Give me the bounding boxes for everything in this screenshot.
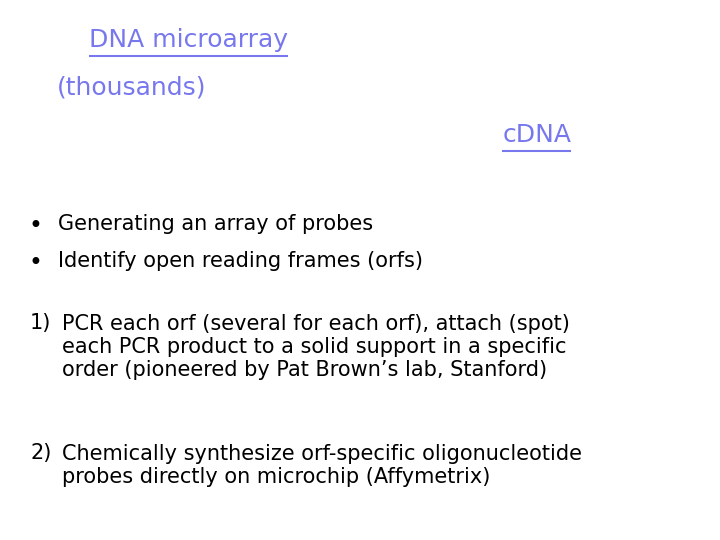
Text: •: • xyxy=(28,213,42,238)
Text: pair) with labelled mRNA or cDNA: pair) with labelled mRNA or cDNA xyxy=(149,123,571,147)
Text: 1): 1) xyxy=(30,314,51,334)
Text: 2): 2) xyxy=(30,443,51,463)
Text: cDNA: cDNA xyxy=(502,123,571,147)
Text: Generating an array of probes: Generating an array of probes xyxy=(58,213,373,233)
Text: DNA microarray: DNA microarray xyxy=(89,29,288,52)
Text: Chemically synthesize orf-specific oligonucleotide
probes directly on microchip : Chemically synthesize orf-specific oligo… xyxy=(62,443,582,487)
Text: Identify open reading frames (orfs): Identify open reading frames (orfs) xyxy=(58,251,423,271)
Text: PCR each orf (several for each orf), attach (spot)
each PCR product to a solid s: PCR each orf (several for each orf), att… xyxy=(62,314,570,380)
Text: (thousands): (thousands) xyxy=(56,76,206,100)
Text: (thousands) in an ordered array, hybridize (base: (thousands) in an ordered array, hybridi… xyxy=(56,76,664,100)
Text: DNA microarray -- immobilize many probes: DNA microarray -- immobilize many probes xyxy=(89,29,631,52)
Text: •: • xyxy=(28,251,42,274)
